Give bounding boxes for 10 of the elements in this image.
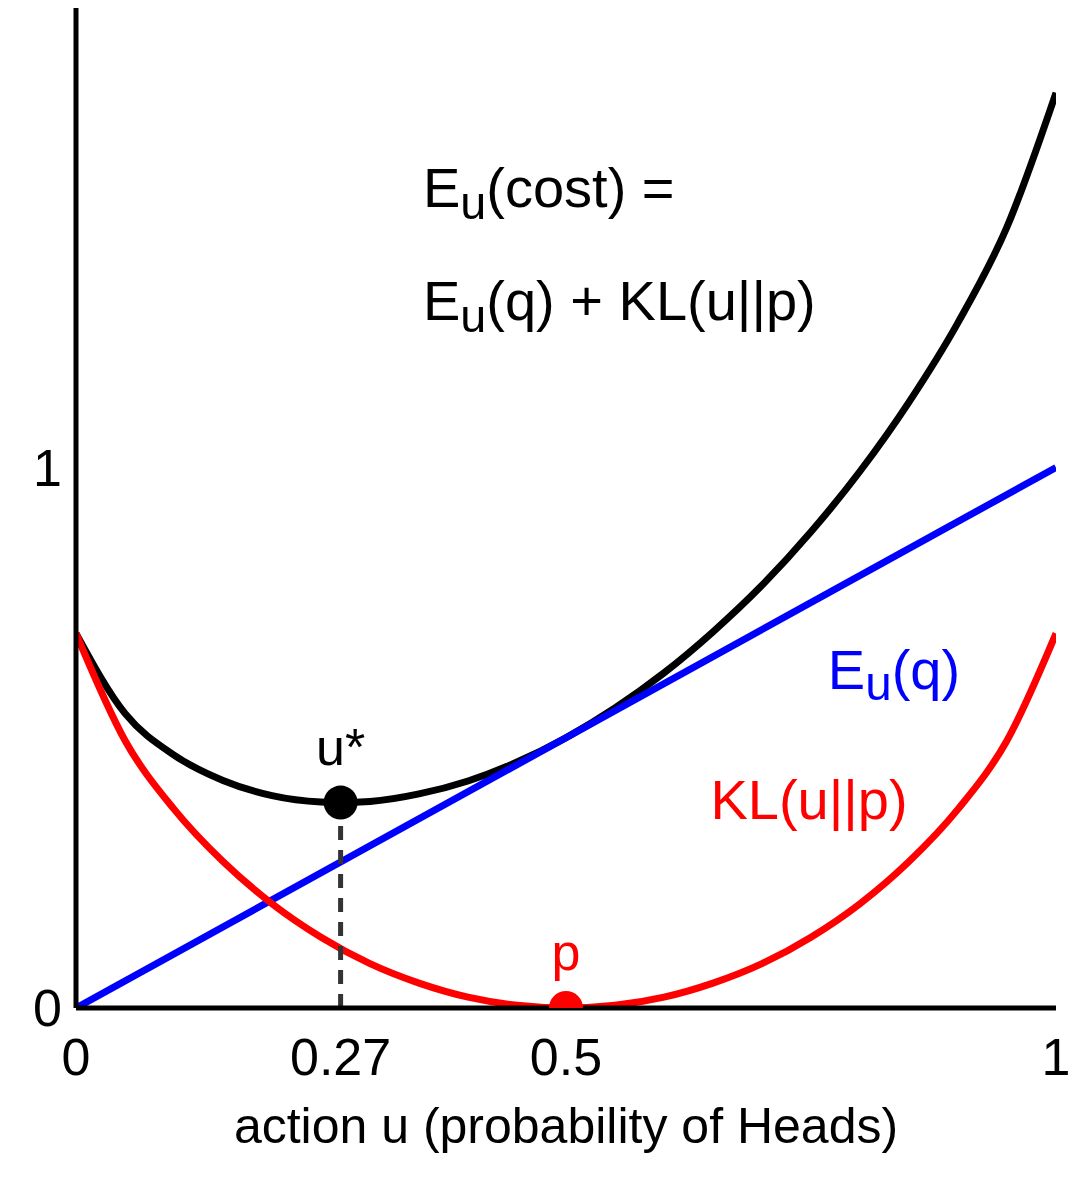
annotation: u* <box>316 717 366 776</box>
annotation: E$_{u}$(cost) = <box>423 156 675 232</box>
x-tick-label: 1 <box>1041 1027 1071 1086</box>
x-axis-title: action u (probability of Heads) <box>233 1098 899 1154</box>
annotation: E$_{u}$(q) + KL(u||p) <box>423 269 816 345</box>
annotation: p <box>551 923 581 981</box>
series-label: E$_{u}$(q) <box>827 637 961 710</box>
x-tick-label: 0.5 <box>529 1027 603 1086</box>
x-tick-label: 0.27 <box>289 1027 392 1086</box>
series-label: KL(u||p) <box>710 767 908 831</box>
